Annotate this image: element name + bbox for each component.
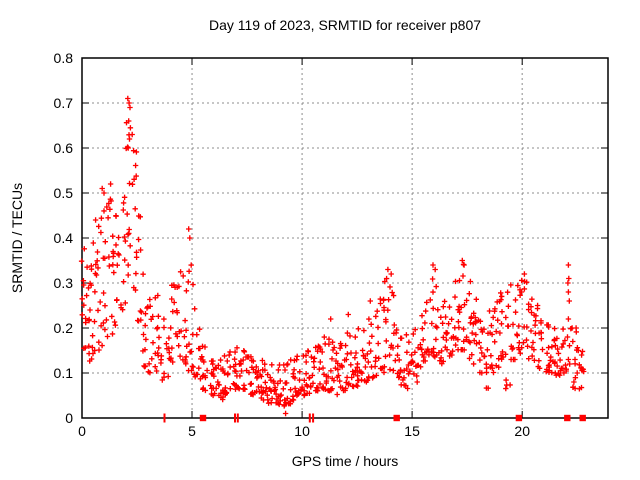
svg-text:0.7: 0.7 (54, 95, 74, 111)
svg-text:0.3: 0.3 (54, 275, 74, 291)
svg-text:20: 20 (514, 423, 530, 439)
svg-text:0.4: 0.4 (54, 230, 74, 246)
svg-text:0.1: 0.1 (54, 365, 74, 381)
svg-text:0.8: 0.8 (54, 50, 74, 66)
svg-text:0: 0 (65, 410, 73, 426)
svg-text:0.5: 0.5 (54, 185, 74, 201)
svg-text:0.2: 0.2 (54, 320, 74, 336)
chart-title: Day 119 of 2023, SRMTID for receiver p80… (208, 17, 482, 33)
svg-text:10: 10 (294, 423, 310, 439)
svg-text:0: 0 (78, 423, 86, 439)
svg-text:5: 5 (188, 423, 196, 439)
svg-text:0.6: 0.6 (54, 140, 74, 156)
svg-text:15: 15 (404, 423, 420, 439)
x-axis-label: GPS time / hours (291, 453, 399, 469)
